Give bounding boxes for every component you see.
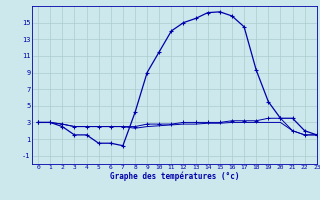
X-axis label: Graphe des températures (°c): Graphe des températures (°c) <box>110 172 239 181</box>
